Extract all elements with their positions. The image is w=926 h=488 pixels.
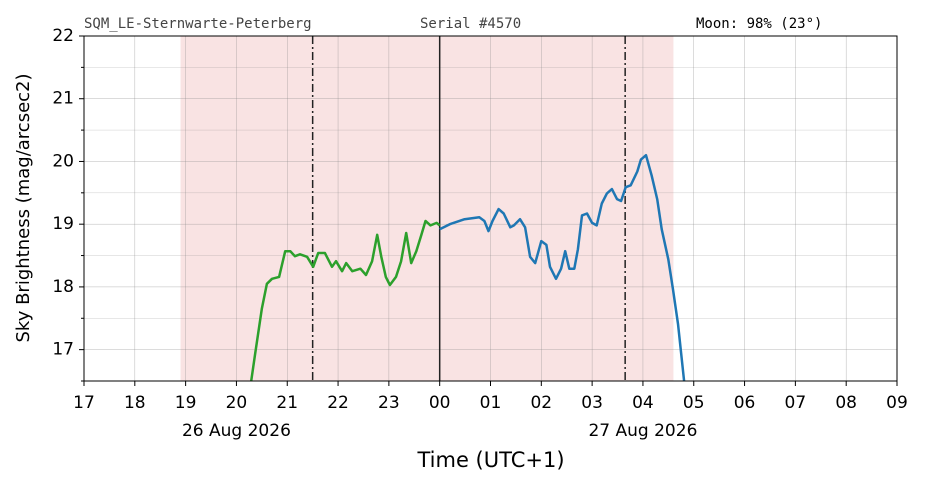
y-tick-label: 22 <box>52 26 74 46</box>
date-label: 26 Aug 2026 <box>182 421 291 441</box>
x-tick-label: 06 <box>734 393 756 413</box>
x-tick-label: 02 <box>530 393 552 413</box>
x-tick-label: 21 <box>276 393 298 413</box>
x-tick-label: 08 <box>835 393 857 413</box>
header-right: Moon: 98% (23°) <box>696 16 822 32</box>
y-tick-label: 20 <box>52 151 74 171</box>
y-tick-label: 19 <box>52 214 74 234</box>
night-shade <box>180 36 674 381</box>
date-label: 27 Aug 2026 <box>588 421 697 441</box>
x-tick-label: 22 <box>327 393 349 413</box>
x-tick-label: 07 <box>785 393 807 413</box>
header-center: Serial #4570 <box>420 16 521 32</box>
series-line <box>249 219 441 381</box>
x-tick-label: 18 <box>124 393 146 413</box>
x-tick-label: 19 <box>175 393 197 413</box>
y-tick-label: 17 <box>52 340 74 360</box>
x-tick-label: 04 <box>632 393 654 413</box>
x-tick-label: 00 <box>429 393 451 413</box>
y-tick-label: 21 <box>52 89 74 109</box>
x-axis-label: Time (UTC+1) <box>416 448 564 472</box>
y-tick-label: 18 <box>52 277 74 297</box>
x-tick-label: 23 <box>378 393 400 413</box>
x-tick-label: 05 <box>683 393 705 413</box>
x-tick-label: 01 <box>480 393 502 413</box>
series-line <box>439 153 686 381</box>
x-tick-label: 09 <box>886 393 908 413</box>
x-tick-label: 03 <box>581 393 603 413</box>
y-axis-label: Sky Brightness (mag/arcsec2) <box>13 73 34 342</box>
plot-frame <box>83 35 898 382</box>
header-left: SQM_LE-Sternwarte-Peterberg <box>84 16 312 32</box>
x-tick-label: 17 <box>73 393 95 413</box>
x-tick-label: 20 <box>226 393 248 413</box>
